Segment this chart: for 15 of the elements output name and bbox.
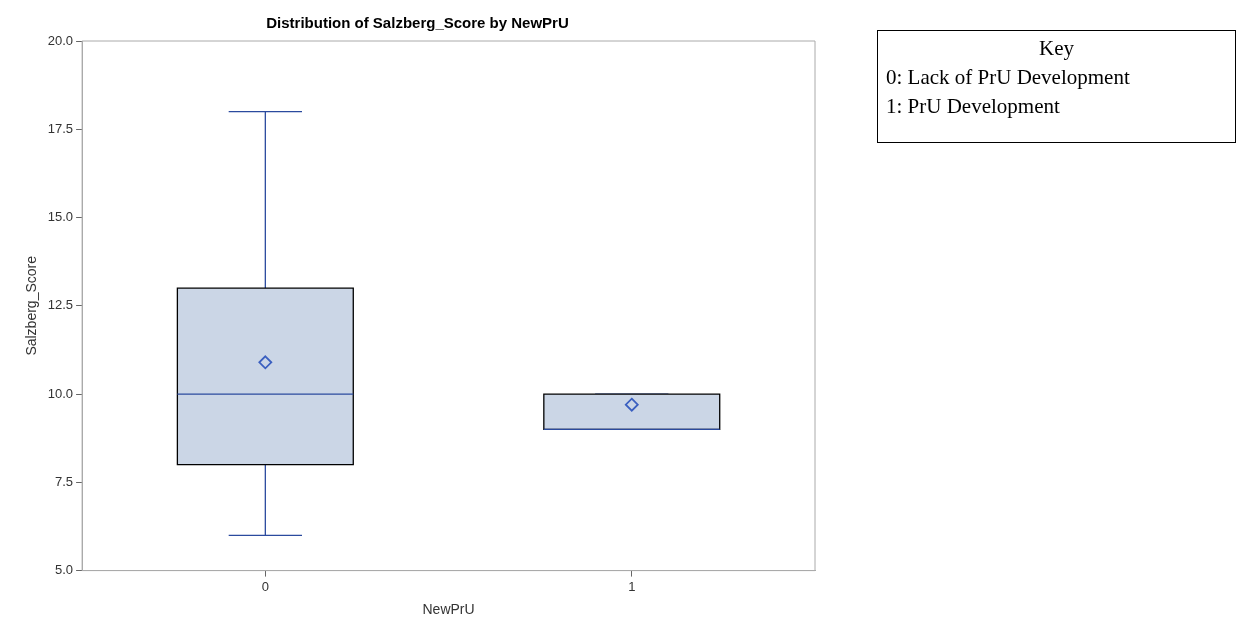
chart-title: Distribution of Salzberg_Score by NewPrU (266, 14, 569, 32)
y-axis-title: Salzberg_Score (23, 255, 40, 356)
x-axis-title: NewPrU (422, 601, 475, 618)
text: 0: Lack of PrU Development (886, 64, 1131, 91)
y-tick-label: 5.0 (55, 562, 74, 578)
y-tick-label: 7.5 (55, 473, 74, 489)
text: 1: PrU Development (886, 93, 1061, 120)
y-tick-label: 17.5 (47, 120, 74, 136)
y-tick-label: 12.5 (47, 297, 74, 313)
y-tick-label: 10.0 (47, 385, 74, 401)
y-tick-label: 15.0 (47, 209, 74, 225)
x-tick-label: 1 (628, 578, 636, 594)
x-tick-label: 0 (261, 578, 269, 594)
text: Key (1038, 35, 1075, 62)
y-tick-label: 20.0 (47, 32, 74, 48)
